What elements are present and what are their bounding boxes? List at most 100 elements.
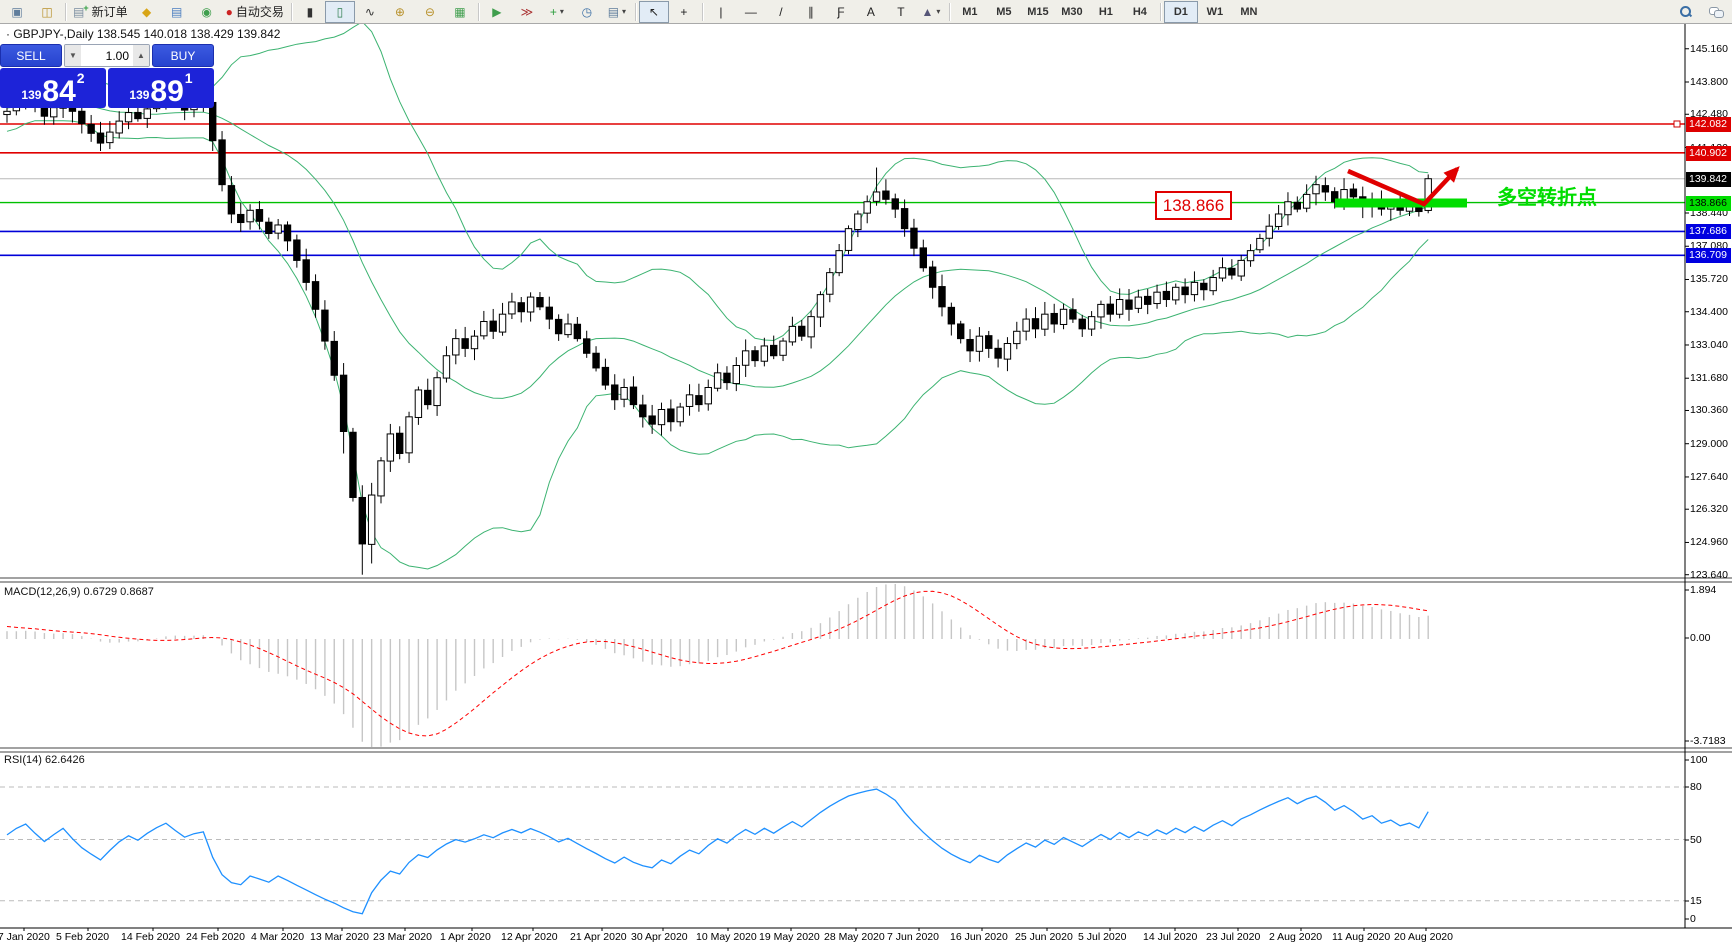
red-arrow-head bbox=[1443, 166, 1460, 183]
line-selection-handle[interactable] bbox=[1673, 120, 1681, 128]
chat-icon bbox=[1708, 6, 1724, 18]
chat-icon[interactable] bbox=[1700, 1, 1730, 23]
volume-increase-button[interactable]: ▲ bbox=[133, 45, 149, 66]
vertical-line-tool-icon[interactable]: | bbox=[706, 1, 736, 23]
toolbar-separator bbox=[701, 2, 703, 21]
indicators-icon: + bbox=[549, 4, 557, 19]
templates-icon: ▤ bbox=[607, 4, 620, 19]
new-order-button[interactable]: ▤ + 新订单 bbox=[69, 1, 132, 23]
terminal-icon: ▤ bbox=[170, 4, 183, 19]
line-chart-mode-icon[interactable]: ∿ bbox=[355, 1, 385, 23]
auto-scroll-icon: ▶ bbox=[492, 4, 502, 19]
expert-advisors-icon[interactable]: ◆ bbox=[132, 1, 162, 23]
terminal-icon[interactable]: ▤ bbox=[162, 1, 192, 23]
new-order-button-label: 新订单 bbox=[91, 5, 128, 19]
text-label-tool-icon[interactable]: T bbox=[886, 1, 916, 23]
one-click-trading-panel[interactable]: SELL ▼ 1.00 ▲ BUY 139 84 2 139 89 1 bbox=[0, 44, 214, 108]
fibonacci-tool-icon[interactable]: Ƒ bbox=[826, 1, 856, 23]
sell-button[interactable]: SELL bbox=[0, 44, 62, 67]
green-support-bar[interactable] bbox=[1335, 198, 1467, 208]
horizontal-level-lines bbox=[0, 123, 1685, 257]
templates-icon[interactable]: ▤ ▾ bbox=[602, 1, 632, 23]
bollinger-lower-line bbox=[6, 120, 1429, 570]
new-chart-icon: ▣ bbox=[11, 4, 23, 19]
line-chart-mode-icon: ∿ bbox=[364, 4, 375, 19]
turning-point-annotation[interactable]: 多空转折点 bbox=[1497, 187, 1597, 209]
signals-icon[interactable]: ◉ bbox=[192, 1, 222, 23]
text-tool-icon[interactable]: A bbox=[856, 1, 886, 23]
zoom-out-icon[interactable]: ⊖ bbox=[415, 1, 445, 23]
vertical-line-tool-icon: | bbox=[719, 4, 723, 19]
periods-icon: ◷ bbox=[581, 4, 593, 19]
sell-price-box[interactable]: 139 84 2 bbox=[0, 68, 106, 108]
periods-icon[interactable]: ◷ bbox=[572, 1, 602, 23]
price-annotation-box[interactable]: 138.866 bbox=[1155, 191, 1232, 220]
channel-tool-icon[interactable]: ∥ bbox=[796, 1, 826, 23]
buy-button[interactable]: BUY bbox=[152, 44, 214, 67]
buy-price-big: 89 bbox=[150, 75, 184, 108]
tile-windows-icon: ▦ bbox=[454, 4, 466, 19]
search-icon bbox=[1679, 6, 1691, 17]
text-tool-icon: A bbox=[866, 4, 875, 19]
auto-trading-button: ● bbox=[225, 4, 233, 19]
timeframe-m1-button[interactable]: M1 bbox=[962, 5, 978, 18]
volume-input[interactable]: 1.00 bbox=[105, 48, 129, 63]
timeframe-m5-button[interactable]: M5 bbox=[996, 5, 1012, 18]
bar-chart-mode-icon[interactable]: ▮ bbox=[295, 1, 325, 23]
timeframe-d1-button[interactable]: D1 bbox=[1163, 0, 1198, 23]
timeframe-m30-button[interactable]: M30 bbox=[1061, 5, 1083, 18]
auto-trading-button[interactable]: ● 自动交易 bbox=[222, 1, 288, 23]
dropdown-caret-icon: ▾ bbox=[559, 7, 564, 16]
new-chart-icon[interactable]: ▣ bbox=[2, 1, 32, 23]
window-borders bbox=[0, 24, 1732, 931]
zoom-in-icon[interactable]: ⊕ bbox=[385, 1, 415, 23]
expert-advisors-icon: ◆ bbox=[142, 4, 152, 19]
bar-chart-mode-icon: ▮ bbox=[306, 4, 314, 19]
volume-stepper[interactable]: ▼ 1.00 ▲ bbox=[64, 44, 150, 67]
indicators-icon[interactable]: + ▾ bbox=[542, 1, 572, 23]
toolbar-separator bbox=[948, 2, 950, 21]
buy-price-box[interactable]: 139 89 1 bbox=[108, 68, 214, 108]
volume-decrease-button[interactable]: ▼ bbox=[65, 45, 81, 66]
search-icon[interactable] bbox=[1670, 1, 1700, 23]
auto-trading-button-label: 自动交易 bbox=[235, 5, 284, 19]
crosshair-tool-icon: + bbox=[680, 4, 688, 19]
timeframe-h1-button[interactable]: H1 bbox=[1098, 5, 1113, 18]
sell-price-prefix: 139 bbox=[21, 88, 42, 102]
trendline-tool-icon[interactable]: / bbox=[766, 1, 796, 23]
chart-objects[interactable] bbox=[1335, 120, 1681, 208]
rsi-window bbox=[0, 786, 1685, 915]
trendline-tool-icon: / bbox=[779, 4, 783, 19]
candlestick-mode-icon[interactable]: ▯ bbox=[324, 0, 355, 23]
toolbar-separator bbox=[634, 2, 636, 21]
horizontal-line-tool-icon[interactable]: — bbox=[736, 1, 766, 23]
zoom-out-icon: ⊖ bbox=[424, 4, 435, 19]
timeframe-w1-button[interactable]: W1 bbox=[1206, 5, 1224, 18]
arrows-tool-icon: ▲ bbox=[921, 4, 934, 19]
chart-canvas[interactable] bbox=[0, 24, 1732, 948]
toolbar-separator bbox=[290, 2, 292, 21]
timeframe-h4-button[interactable]: H4 bbox=[1132, 5, 1147, 18]
auto-scroll-icon[interactable]: ▶ bbox=[482, 1, 512, 23]
text-label-tool-icon: T bbox=[897, 4, 905, 19]
chart-profiles-icon[interactable]: ◫ bbox=[32, 1, 62, 23]
fibonacci-tool-icon: Ƒ bbox=[837, 4, 845, 19]
sell-price-pip: 2 bbox=[76, 70, 85, 86]
timeframe-mn-button[interactable]: MN bbox=[1240, 5, 1258, 18]
cursor-tool-icon: ↖ bbox=[648, 4, 659, 19]
toolbar-separator bbox=[477, 2, 479, 21]
timeframe-m15-button[interactable]: M15 bbox=[1027, 5, 1049, 18]
red-trend-arrow[interactable] bbox=[1347, 167, 1459, 207]
zoom-in-icon: ⊕ bbox=[394, 4, 405, 19]
chart-profiles-icon: ◫ bbox=[41, 4, 53, 19]
arrows-tool-icon[interactable]: ▲ ▾ bbox=[916, 1, 946, 23]
toolbar-separator bbox=[65, 2, 66, 21]
tile-windows-icon[interactable]: ▦ bbox=[445, 1, 475, 23]
toolbar-separator bbox=[1159, 2, 1161, 21]
cursor-tool-icon[interactable]: ↖ bbox=[638, 0, 669, 23]
plus-overlay-icon: + bbox=[83, 2, 89, 13]
chart-shift-icon[interactable]: ≫ bbox=[512, 1, 542, 23]
new-order-button: ▤ bbox=[73, 4, 85, 19]
chart-shift-icon: ≫ bbox=[520, 4, 534, 19]
crosshair-tool-icon[interactable]: + bbox=[669, 1, 699, 23]
